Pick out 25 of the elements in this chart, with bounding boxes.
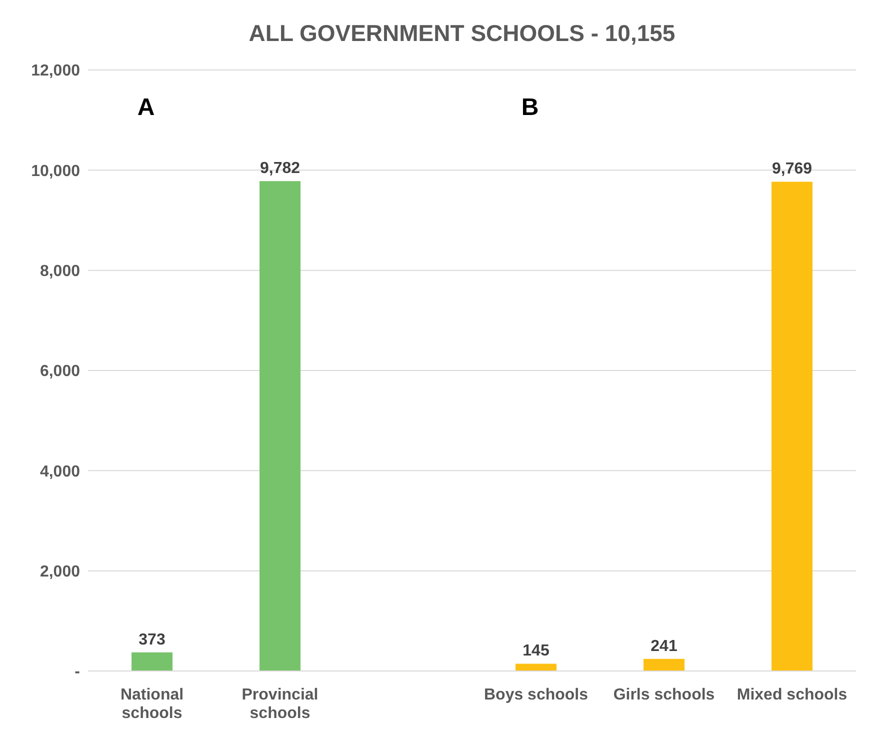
- data-label: 145: [522, 642, 550, 660]
- y-tick-label: 6,000: [40, 363, 80, 380]
- annotation: A: [137, 94, 155, 122]
- y-tick-label: 2,000: [40, 564, 80, 581]
- data-label: 9,769: [772, 160, 812, 178]
- x-tick-label: Boys schools: [484, 686, 588, 704]
- bar: [132, 652, 173, 671]
- x-tick-label: National schools: [120, 686, 184, 722]
- data-label: 241: [650, 638, 678, 655]
- bar: [516, 664, 557, 671]
- x-tick-label: Provincial schools: [242, 686, 318, 722]
- x-tick-label: Girls schools: [613, 686, 715, 704]
- chart-title: ALL GOVERNMENT SCHOOLS - 10,155: [248, 18, 676, 48]
- x-tick-label: Mixed schools: [736, 686, 848, 704]
- data-label: 9,782: [260, 160, 300, 178]
- bar: [772, 182, 813, 671]
- bar: [644, 658, 685, 671]
- y-tick-label: 10,000: [31, 162, 80, 180]
- annotation: B: [521, 94, 539, 122]
- y-tick-label: -: [74, 664, 80, 681]
- y-tick-label: 8,000: [40, 263, 80, 280]
- bar: [260, 181, 301, 671]
- data-label: 373: [138, 631, 166, 648]
- y-tick-label: 12,000: [31, 62, 80, 80]
- y-tick-label: 4,000: [40, 463, 80, 480]
